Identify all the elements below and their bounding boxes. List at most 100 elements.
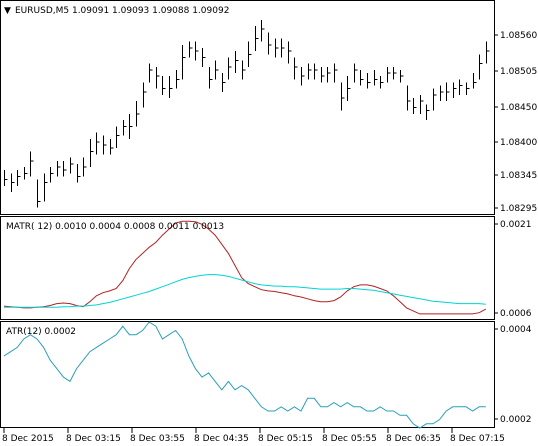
ohlc-bar [341, 82, 345, 111]
ohlc-bar [37, 179, 41, 208]
ohlc-bar [136, 101, 140, 127]
ohlc-bar [294, 57, 298, 80]
ohlc-bar [321, 66, 325, 83]
ohlc-bar [24, 167, 28, 180]
ohlc-bar [110, 138, 114, 155]
time-axis: 8 Dec 2015 8 Dec 03:15 8 Dec 03:55 8 Dec… [2, 428, 505, 444]
time-label: 8 Dec 05:15 [258, 434, 313, 444]
ohlc-bar [407, 85, 411, 111]
ohlc-bar [195, 41, 199, 61]
ohlc-bar [44, 173, 48, 202]
ohlc-bar [354, 63, 358, 83]
ohlc-bar [235, 51, 239, 73]
ohlc-bar [242, 60, 246, 80]
ohlc-bar [228, 57, 232, 80]
ohlc-bar [367, 73, 371, 89]
ohlc-bar [202, 48, 206, 67]
ohlc-bar [103, 135, 107, 155]
atr-header: ATR(12) 0.0002 [6, 327, 76, 337]
matr-pane-frame [0, 216, 495, 320]
price-label: 1.08505 [500, 67, 537, 77]
ohlc-bar [426, 104, 430, 120]
matr-lines [3, 220, 487, 315]
ohlc-bar [413, 98, 417, 114]
ohlc-bar [261, 19, 265, 42]
ohlc-bar [83, 157, 87, 177]
ohlc-bar [486, 41, 490, 64]
ohlc-bar [327, 66, 331, 83]
ohlc-bar [143, 82, 147, 108]
arrow-down-icon: ▼ [4, 6, 11, 16]
ohlc-bar [433, 88, 437, 111]
ohlc-bar [90, 138, 94, 167]
ohlc-bar [288, 41, 292, 64]
ohlc-bar [96, 132, 100, 155]
ohlc-bar [156, 66, 160, 89]
main-price-pane[interactable]: ▼ EURUSD,M5 1.09091 1.09093 1.09088 1.09… [0, 0, 538, 215]
ohlc-bar [400, 69, 404, 83]
ohlc-bar [182, 44, 186, 80]
ohlc-bar [77, 163, 81, 183]
price-label: 1.08295 [500, 204, 537, 214]
ohlc-bar [440, 85, 444, 102]
ohlc-bar [334, 63, 338, 83]
ohlc-bar [347, 76, 351, 102]
atr-pane-frame [0, 321, 495, 428]
ohlc-bar [314, 63, 318, 80]
time-label: 8 Dec 04:35 [194, 434, 249, 444]
ohlc-bar [70, 157, 74, 174]
ohlc-bar [360, 69, 364, 86]
ohlc-bar [446, 82, 450, 102]
price-label: 1.08400 [500, 138, 537, 148]
ohlc-bars [4, 19, 490, 208]
ohlc-bar [149, 63, 153, 83]
matr-cyan-line [4, 274, 486, 308]
price-label: 1.08560 [500, 31, 537, 41]
ohlc-bar [63, 160, 67, 177]
ohlc-bar [268, 32, 272, 55]
ohlc-bar [123, 120, 127, 136]
ohlc-bar [301, 66, 305, 86]
ohlc-bar [473, 73, 477, 89]
time-label: 8 Dec 06:35 [386, 434, 441, 444]
ohlc-bar [169, 76, 173, 99]
ohlc-bar [11, 173, 15, 193]
ohlc-bar [255, 26, 259, 52]
ohlc-bar [162, 76, 166, 95]
matr-scale-label: 0.0006 [500, 309, 532, 319]
ohlc-bar [459, 79, 463, 95]
ohlc-bar [176, 69, 180, 89]
ohlc-bar [275, 38, 279, 58]
atr-pane[interactable]: ATR(12) 0.0002 0.0004 0.0002 [0, 321, 532, 429]
atr-line [3, 321, 486, 429]
ohlc-bar [116, 126, 120, 149]
ohlc-bar [479, 54, 483, 80]
ohlc-bar [374, 69, 378, 86]
matr-header: MATR( 12) 0.0010 0.0004 0.0008 0.0011 0.… [6, 222, 224, 232]
time-label: 8 Dec 03:15 [66, 434, 121, 444]
main-header: ▼ EURUSD,M5 1.09091 1.09093 1.09088 1.09… [4, 6, 229, 16]
ohlc-bar [189, 41, 193, 58]
ohlc-bar [4, 170, 8, 186]
ohlc-bar [129, 113, 133, 139]
main-pane-frame [0, 0, 495, 215]
price-label: 1.08345 [500, 171, 537, 181]
ohlc-bar [308, 63, 312, 80]
symbol-header: EURUSD,M5 1.09091 1.09093 1.09088 1.0909… [15, 6, 229, 16]
atr-scale-label: 0.0004 [500, 325, 532, 335]
ohlc-bar [453, 82, 457, 99]
time-label: 8 Dec 05:55 [322, 434, 377, 444]
ohlc-bar [248, 41, 252, 67]
ohlc-bar [30, 151, 34, 177]
ohlc-bar [466, 82, 470, 95]
ohlc-bar [57, 160, 61, 177]
ohlc-bar [380, 76, 384, 89]
atr-scale-label: 0.0002 [500, 415, 532, 425]
matr-scale: 0.0021 0.0006 [494, 220, 532, 319]
time-label: 8 Dec 03:55 [130, 434, 185, 444]
matr-pane[interactable]: MATR( 12) 0.0010 0.0004 0.0008 0.0011 0.… [0, 216, 532, 320]
atr-line [3, 321, 486, 429]
price-label: 1.08450 [500, 103, 537, 113]
ohlc-bar [209, 66, 213, 89]
